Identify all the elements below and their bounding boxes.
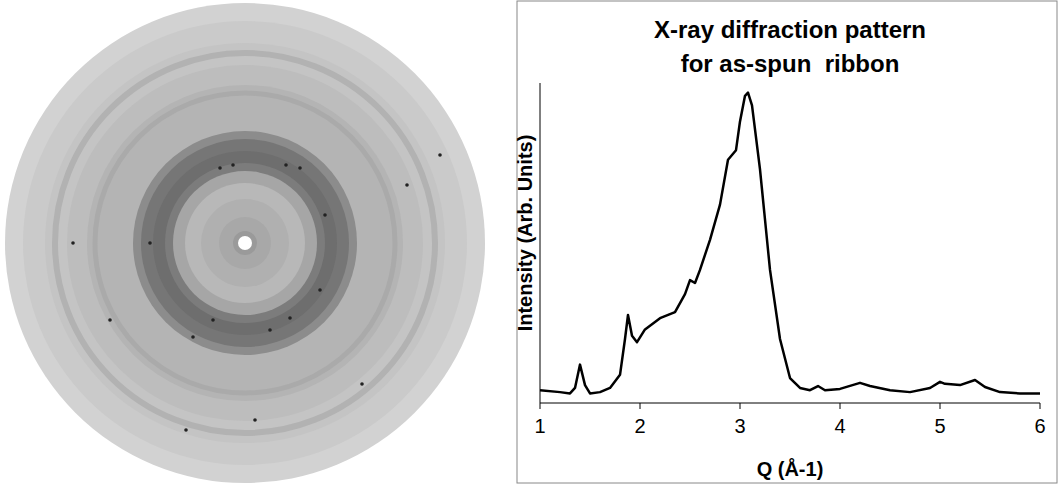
diffraction-spot <box>253 418 257 422</box>
x-tick <box>940 403 941 409</box>
diffraction-spot <box>218 166 222 170</box>
diffraction-ring <box>45 43 445 443</box>
diffraction-ring <box>141 139 349 347</box>
diffraction-spot <box>148 241 152 245</box>
diffraction-spot <box>284 163 288 167</box>
diffraction-spot <box>268 328 272 332</box>
diffraction-spot <box>318 288 322 292</box>
chart-frame <box>517 1 1057 483</box>
diffraction-ring <box>238 236 252 250</box>
diffraction-ring <box>133 131 357 355</box>
x-tick <box>540 403 541 409</box>
x-tick <box>640 403 641 409</box>
diffraction-spot <box>71 241 75 245</box>
diffraction-ring <box>87 85 403 401</box>
chart-title: X-ray diffraction pattern <box>654 16 926 43</box>
figure: X-ray diffraction pattern for as-spun rib… <box>0 0 1062 485</box>
diffraction-ring <box>165 163 325 323</box>
diffraction-ring <box>5 3 485 483</box>
plot-area <box>540 93 1040 394</box>
diffraction-ring <box>67 65 423 421</box>
x-tick <box>740 403 741 409</box>
y-axis <box>540 83 541 403</box>
diffraction-ring <box>95 93 395 393</box>
diffraction-ring <box>173 171 317 315</box>
diffraction-spot <box>405 183 409 187</box>
x-tick <box>1040 403 1041 409</box>
x-tick-label: 3 <box>734 415 745 437</box>
diffraction-spot <box>288 316 292 320</box>
x-tick-label: 4 <box>834 415 845 437</box>
diffraction-ring <box>23 21 467 465</box>
diffraction-spot <box>108 318 112 322</box>
diffraction-ring <box>201 199 289 287</box>
diffraction-spot <box>323 213 327 217</box>
diffraction-spot <box>438 153 442 157</box>
diffraction-spot <box>360 382 364 386</box>
diffraction-spot <box>211 318 215 322</box>
diffraction-ring <box>55 53 435 433</box>
data-line <box>540 93 1040 394</box>
diffraction-spot <box>298 166 302 170</box>
x-tick-label: 1 <box>534 415 545 437</box>
x-tick-label: 5 <box>934 415 945 437</box>
x-axis-title: Q (Å-1) <box>757 457 824 480</box>
diffraction-spot <box>184 428 188 432</box>
diffraction-spot <box>191 335 195 339</box>
diffraction-ring <box>233 231 257 255</box>
diffraction-ring <box>185 183 305 303</box>
x-axis <box>540 403 1040 404</box>
x-tick <box>840 403 841 409</box>
chart-title: for as-spun ribbon <box>681 50 900 77</box>
x-tick-label: 2 <box>634 415 645 437</box>
x-tick-label: 6 <box>1034 415 1045 437</box>
diffraction-ring <box>153 151 337 335</box>
diffraction-ring <box>219 217 271 269</box>
diffraction-image <box>5 3 485 483</box>
diffraction-spot <box>231 163 235 167</box>
y-axis-title: Intensity (Arb. Units) <box>514 135 536 332</box>
